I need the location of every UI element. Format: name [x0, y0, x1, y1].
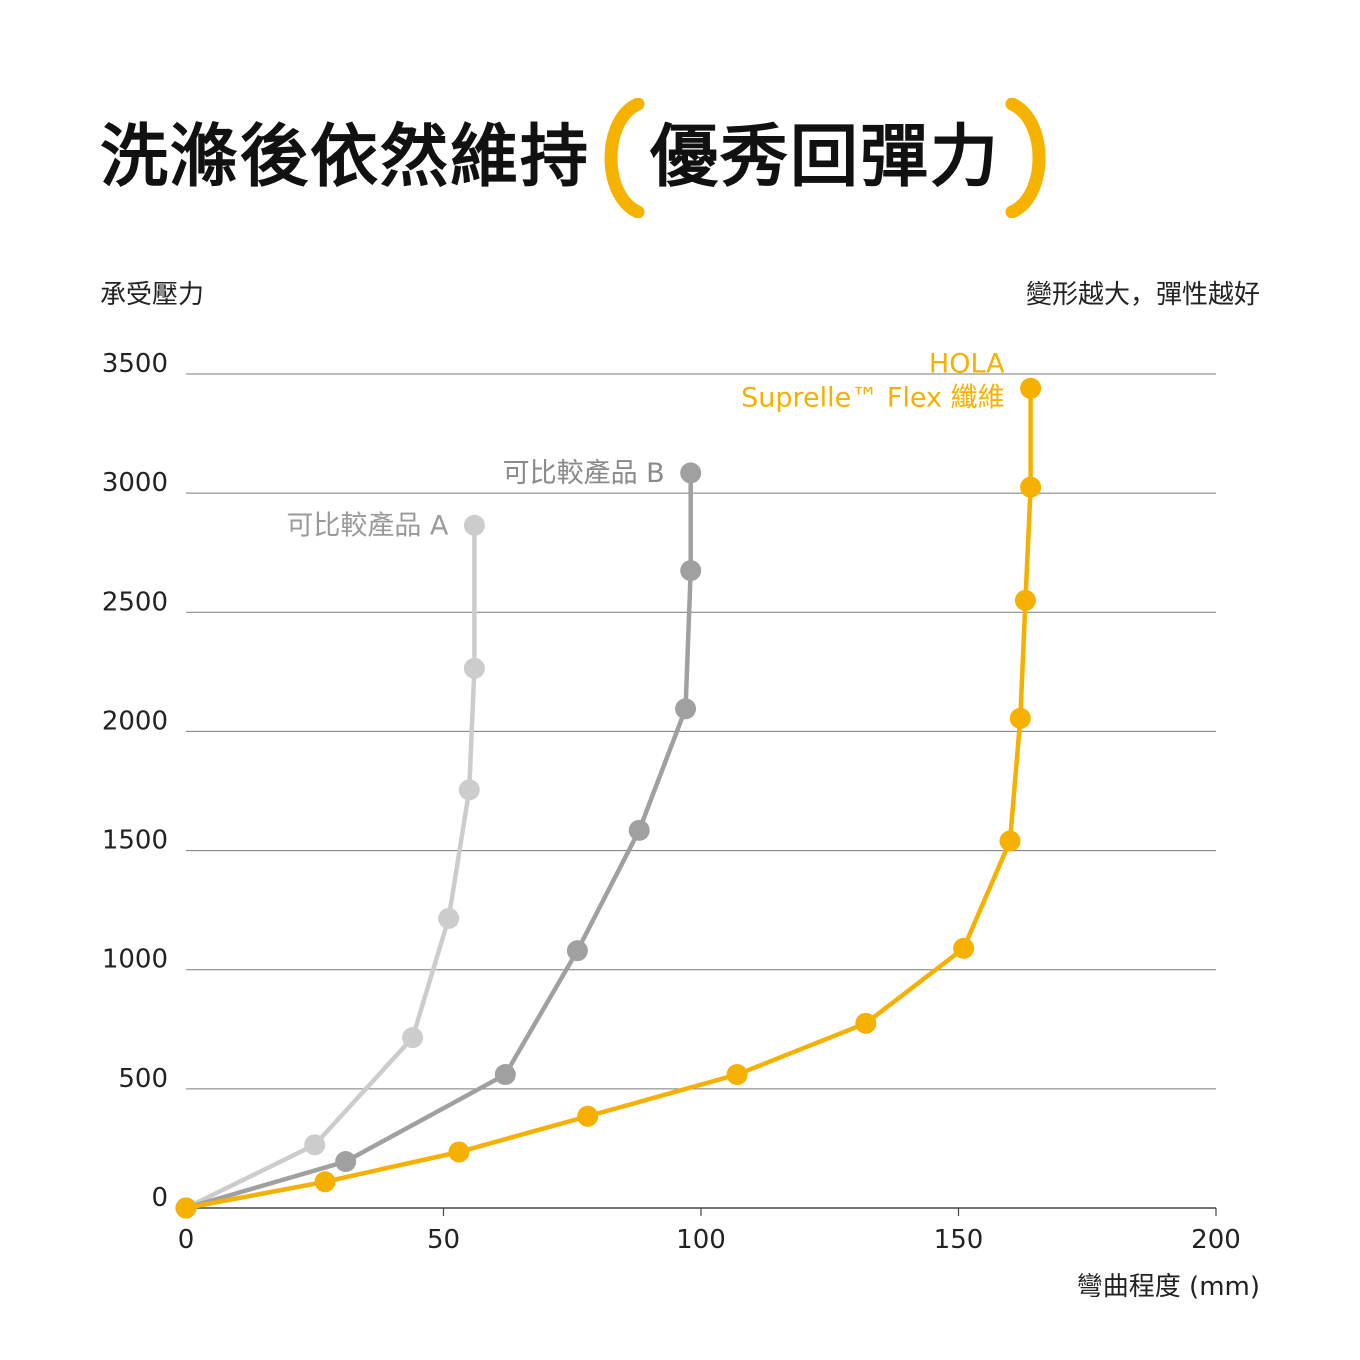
data-point-hola [999, 830, 1021, 852]
y-tick-label: 1500 [102, 826, 168, 856]
y-tick-label: 2500 [102, 587, 168, 617]
right-bracket-icon [1005, 98, 1046, 218]
x-tick-label: 0 [178, 1225, 195, 1255]
data-point-hola [1014, 589, 1036, 611]
x-tick-label: 150 [934, 1225, 984, 1255]
series-label-product-b: 可比較產品 B [503, 458, 665, 489]
data-point-hola [1009, 707, 1031, 729]
data-point-product-a [304, 1134, 326, 1156]
data-point-product-b [335, 1151, 357, 1173]
y-tick-labels: 0 500 1000 1500 2000 2500 3000 3500 [102, 349, 168, 1213]
data-point-hola [314, 1171, 336, 1193]
data-point-hola [577, 1105, 599, 1127]
series-label-hola: HOLA [929, 348, 1005, 379]
series-line-product-a [183, 523, 477, 1211]
data-point-hola [953, 937, 975, 959]
y-axis-caption: 承受壓力 [100, 280, 205, 310]
data-point-product-a [438, 907, 460, 929]
data-point-product-a [463, 514, 485, 536]
data-point-product-a [463, 657, 485, 679]
data-point-product-b [680, 560, 702, 582]
data-point-hola [175, 1197, 197, 1219]
data-point-product-b [680, 462, 702, 484]
headline-main: 洗滌後依然維持 [100, 118, 591, 197]
series-label-product-a: 可比較產品 A [286, 510, 449, 541]
data-point-hola [1020, 476, 1042, 498]
left-bracket-icon [604, 98, 645, 218]
x-axis-caption: 彎曲程度 (mm) [1076, 1272, 1260, 1302]
y-tick-label: 500 [118, 1064, 168, 1094]
x-tick-label: 100 [676, 1225, 726, 1255]
y-tick-label: 3500 [102, 349, 168, 379]
data-point-product-b [675, 698, 697, 720]
data-point-product-b [494, 1064, 516, 1086]
x-tick-label: 200 [1191, 1225, 1241, 1255]
x-tick-labels: 0 50 100 150 200 [178, 1208, 1241, 1255]
top-right-caption: 變形越大，彈性越好 [1025, 280, 1260, 310]
y-tick-label: 1000 [102, 945, 168, 975]
series-layer [175, 377, 1042, 1219]
series-line-hola [183, 386, 1033, 1211]
series-line-product-b [183, 470, 693, 1211]
data-point-product-b [566, 940, 588, 962]
y-tick-label: 3000 [102, 468, 168, 498]
data-point-product-a [402, 1027, 424, 1049]
data-point-hola [726, 1064, 748, 1086]
data-point-hola [855, 1012, 877, 1034]
series-label-hola: Suprelle™ Flex 纖維 [741, 382, 1004, 413]
headline-emphasis: 優秀回彈力 [650, 118, 1001, 197]
y-tick-label: 2000 [102, 706, 168, 736]
x-tick-label: 50 [427, 1225, 460, 1255]
data-point-product-a [458, 779, 480, 801]
data-point-hola [448, 1141, 470, 1163]
headline: 洗滌後依然維持 優秀回彈力 [100, 98, 1060, 218]
data-point-product-b [628, 819, 650, 841]
data-point-hola [1020, 377, 1042, 399]
y-tick-label: 0 [151, 1183, 168, 1213]
